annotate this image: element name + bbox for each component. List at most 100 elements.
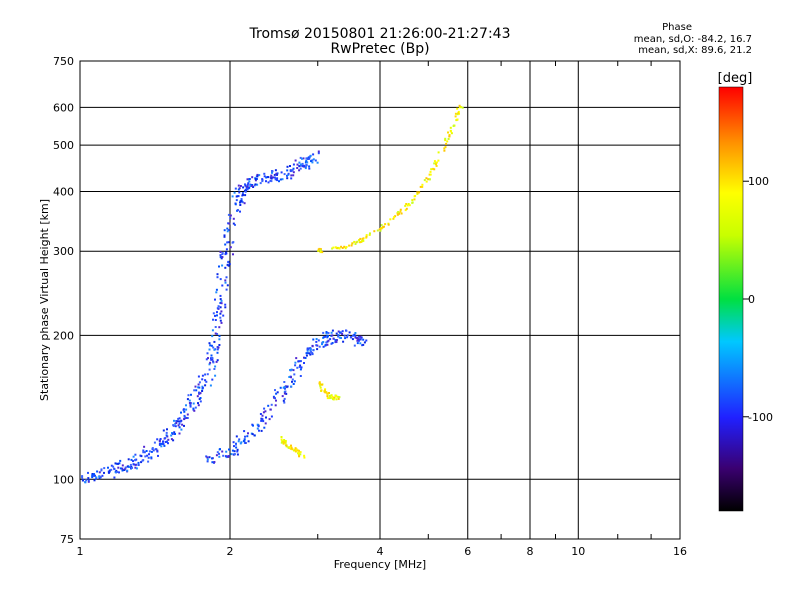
data-point (340, 245, 343, 248)
data-point (261, 180, 264, 183)
data-point (448, 135, 451, 138)
data-point (210, 354, 213, 357)
data-point (206, 458, 209, 461)
data-point (340, 337, 342, 339)
data-point (244, 194, 247, 197)
data-point (319, 383, 321, 385)
data-point (271, 170, 274, 173)
data-point (331, 329, 334, 332)
data-point (219, 448, 221, 451)
data-point (218, 455, 221, 458)
data-point (223, 234, 226, 237)
data-point (326, 395, 329, 398)
data-point (299, 453, 302, 456)
data-point (235, 446, 238, 449)
data-point (348, 331, 351, 334)
y-tick-label: 100 (53, 473, 74, 486)
data-point (281, 395, 284, 398)
data-point (232, 222, 235, 225)
data-point (170, 438, 173, 441)
data-point (225, 276, 228, 279)
data-point (340, 331, 343, 334)
data-point (273, 173, 276, 176)
data-point (309, 349, 312, 352)
data-point (335, 340, 338, 343)
data-point (197, 404, 200, 407)
data-point (352, 334, 354, 337)
data-point (216, 314, 218, 317)
data-point (407, 203, 410, 205)
data-point (316, 348, 319, 351)
data-point (342, 340, 345, 343)
data-point (356, 339, 359, 342)
data-point (296, 167, 299, 169)
data-point (423, 179, 426, 182)
data-point (144, 455, 147, 458)
data-point (321, 251, 324, 254)
data-point (295, 449, 298, 452)
data-point (292, 174, 295, 177)
data-point (288, 376, 291, 378)
data-point (241, 192, 244, 194)
data-point (264, 410, 267, 413)
data-point (274, 169, 277, 172)
data-point (333, 396, 336, 399)
data-point (228, 448, 230, 451)
data-point (226, 284, 229, 287)
data-point (460, 106, 462, 109)
data-point (91, 474, 94, 477)
data-point (98, 475, 101, 478)
data-point (392, 217, 395, 220)
data-point (216, 451, 219, 454)
data-point (208, 456, 211, 459)
data-point (93, 479, 96, 482)
data-point (253, 434, 256, 437)
data-point (291, 448, 294, 451)
data-point (317, 249, 320, 252)
data-point (171, 432, 174, 435)
data-point (212, 346, 215, 349)
data-point (291, 169, 294, 172)
data-point (246, 178, 249, 181)
data-point (456, 107, 459, 110)
data-point (337, 335, 340, 338)
y-tick-label: 600 (53, 101, 74, 114)
data-point (219, 254, 222, 257)
data-point (317, 150, 320, 153)
data-point (194, 406, 197, 409)
data-point (194, 385, 197, 388)
data-point (127, 458, 130, 461)
data-point (231, 449, 234, 452)
data-point (283, 397, 286, 400)
data-point (206, 456, 209, 459)
chart-subtitle: RwPretec (Bp) (330, 41, 430, 57)
data-point (185, 417, 188, 419)
data-point (113, 476, 116, 479)
data-point (221, 264, 224, 267)
data-point (428, 178, 431, 181)
x-tick-label: 16 (673, 545, 687, 558)
data-point (293, 449, 295, 452)
data-point (201, 374, 204, 377)
data-point (215, 360, 218, 363)
data-point (219, 294, 222, 297)
data-point (158, 443, 161, 446)
data-point (429, 173, 432, 176)
data-point (117, 466, 120, 469)
data-point (399, 210, 402, 213)
data-point (299, 163, 302, 166)
data-point (327, 339, 330, 342)
data-point (224, 251, 227, 254)
data-point (433, 168, 436, 171)
data-point (308, 165, 311, 168)
data-point (427, 178, 430, 181)
data-point (283, 441, 286, 444)
data-point (348, 244, 351, 247)
data-point (155, 448, 158, 451)
data-point (226, 263, 229, 266)
data-point (214, 332, 217, 335)
data-point (306, 352, 309, 355)
data-point (346, 336, 349, 339)
data-point (221, 284, 224, 287)
